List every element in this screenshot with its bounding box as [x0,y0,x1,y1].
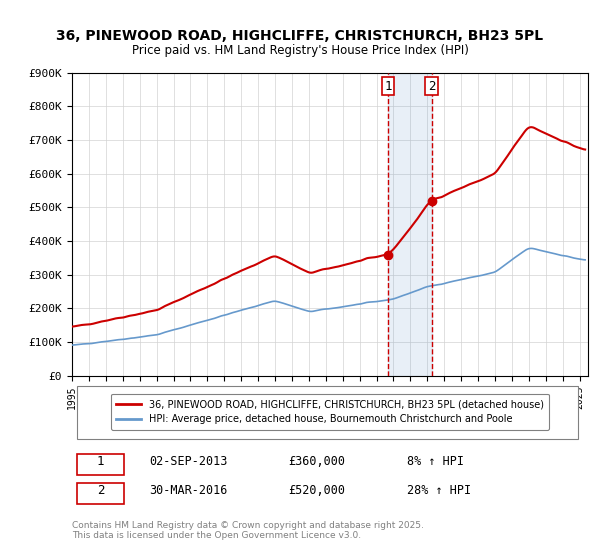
FancyBboxPatch shape [77,483,124,503]
Text: £360,000: £360,000 [289,455,346,468]
Text: 1: 1 [97,455,104,468]
Text: 1: 1 [384,80,392,93]
Text: 02-SEP-2013: 02-SEP-2013 [149,455,228,468]
Text: 2: 2 [428,80,435,93]
FancyBboxPatch shape [77,386,578,439]
Text: 36, PINEWOOD ROAD, HIGHCLIFFE, CHRISTCHURCH, BH23 5PL: 36, PINEWOOD ROAD, HIGHCLIFFE, CHRISTCHU… [56,29,544,44]
Legend: 36, PINEWOOD ROAD, HIGHCLIFFE, CHRISTCHURCH, BH23 5PL (detached house), HPI: Ave: 36, PINEWOOD ROAD, HIGHCLIFFE, CHRISTCHU… [110,394,550,430]
Text: Price paid vs. HM Land Registry's House Price Index (HPI): Price paid vs. HM Land Registry's House … [131,44,469,57]
Text: 30-MAR-2016: 30-MAR-2016 [149,484,228,497]
Bar [388,73,431,376]
Text: £520,000: £520,000 [289,484,346,497]
Text: 2: 2 [97,484,104,497]
Text: 8% ↑ HPI: 8% ↑ HPI [407,455,464,468]
FancyBboxPatch shape [77,454,124,474]
Text: Contains HM Land Registry data © Crown copyright and database right 2025.
This d: Contains HM Land Registry data © Crown c… [72,521,424,540]
Text: 28% ↑ HPI: 28% ↑ HPI [407,484,472,497]
